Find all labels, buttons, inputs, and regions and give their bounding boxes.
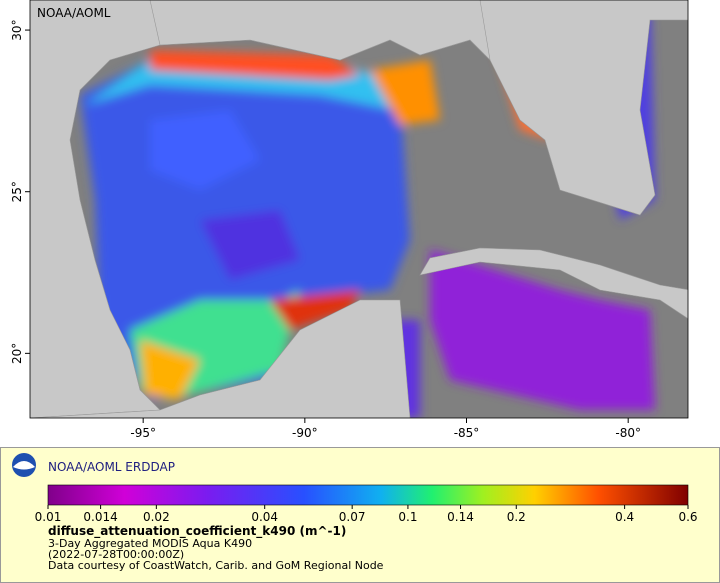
watermark: NOAA/AOML <box>37 6 111 20</box>
colorbar-tick-label: 0.01 <box>35 510 62 524</box>
legend-panel <box>0 447 720 583</box>
noaa-logo <box>12 453 36 477</box>
colorbar-tick-label: 0.04 <box>251 510 278 524</box>
colorbar-tick-label: 0.1 <box>398 510 417 524</box>
land <box>30 0 688 418</box>
time-label: (2022-07-28T00:00:00Z) <box>48 548 184 561</box>
colorbar-tick-label: 0.2 <box>507 510 526 524</box>
dataset-name: 3-Day Aggregated MODIS Aqua K490 <box>48 537 252 550</box>
data-blob <box>150 110 260 190</box>
colorbar-tick-label: 0.14 <box>447 510 474 524</box>
data-blob <box>140 340 200 400</box>
axes: -95° -90° -85° -80° 20° 25° 30° <box>10 19 641 440</box>
data-blob <box>270 290 360 330</box>
data-blob <box>150 50 360 80</box>
x-tick-label: -95° <box>130 426 156 440</box>
map-frame <box>29 0 689 419</box>
colorbar-tick-label: 0.4 <box>615 510 634 524</box>
us-coast <box>149 0 491 61</box>
y-tick-label: 30° <box>10 19 24 40</box>
cuba <box>419 247 688 320</box>
colorbar-tick-label: 0.02 <box>143 510 170 524</box>
y-tick-label: 25° <box>10 181 24 202</box>
map-area: NOAA/AOML <box>30 0 688 418</box>
y-tick-label: 20° <box>10 343 24 364</box>
colorbar-ticks: 0.01 0.014 0.02 0.04 0.07 0.1 0.14 0.2 0.4 0.6 <box>35 505 698 524</box>
x-tick-label: -90° <box>292 426 318 440</box>
yucatan <box>30 299 411 418</box>
credit: Data courtesy of CoastWatch, Carib. and … <box>48 559 384 572</box>
colorbar-tick-label: 0.014 <box>83 510 117 524</box>
data-blob <box>370 60 440 125</box>
x-tick-label: -80° <box>615 426 641 440</box>
variable-name: diffuse_attenuation_coefficient_k490 (m^… <box>48 524 346 539</box>
colorbar-tick-label: 0.6 <box>678 510 697 524</box>
data-blob <box>200 210 300 280</box>
legend-title: NOAA/AOML ERDDAP <box>48 460 175 474</box>
colorbar <box>47 484 689 506</box>
colorbar-tick-label: 0.07 <box>339 510 366 524</box>
data-blob <box>430 250 655 410</box>
logo-wave <box>13 461 35 470</box>
x-tick-label: -85° <box>454 426 480 440</box>
